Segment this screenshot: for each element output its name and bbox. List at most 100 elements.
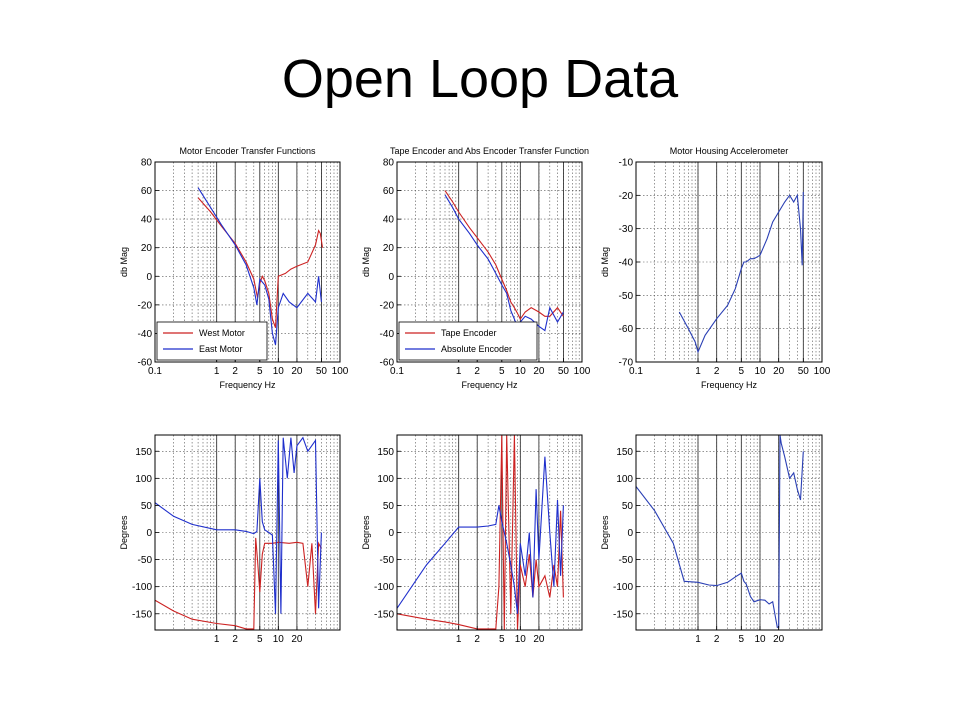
y-tick-label: 0 xyxy=(146,272,152,283)
slide-title: Open Loop Data xyxy=(281,49,679,109)
x-tick-label: 10 xyxy=(754,634,766,645)
y-tick-label: 80 xyxy=(383,158,395,169)
axes-box xyxy=(154,161,341,363)
x-tick-label: 10 xyxy=(515,634,527,645)
series-line-1 xyxy=(636,435,804,628)
x-tick-label: 1 xyxy=(695,366,701,377)
series-line-2 xyxy=(155,436,322,614)
x-axis-label: Frequency Hz xyxy=(461,380,518,390)
subplot-1: 0.1 1 2 5 10 20 50 100 80 60 40 20 0 -20 -40 -60 Motor E… xyxy=(119,146,349,390)
x-tick-label: 1 xyxy=(214,634,220,645)
plot-title: Motor Encoder Transfer Functions xyxy=(179,146,316,156)
x-tick-label: 100 xyxy=(574,366,591,377)
x-tick-label: 20 xyxy=(291,366,303,377)
y-tick-label: 150 xyxy=(135,447,152,458)
y-axis-label: db Mag xyxy=(600,247,610,277)
y-tick-label: -150 xyxy=(613,609,633,620)
series-line-1 xyxy=(678,191,804,354)
legend-label: East Motor xyxy=(199,344,243,354)
x-tick-label: 5 xyxy=(739,634,745,645)
x-tick-label: 0.1 xyxy=(629,366,643,377)
legend-box xyxy=(398,321,538,361)
x-tick-label: 0.1 xyxy=(148,366,162,377)
y-tick-label: -30 xyxy=(619,224,634,235)
y-axis-label: db Mag xyxy=(361,247,371,277)
y-tick-label: -20 xyxy=(619,191,634,202)
y-tick-label: 150 xyxy=(377,447,394,458)
x-tick-label: 100 xyxy=(814,366,831,377)
y-tick-label: -50 xyxy=(619,291,634,302)
x-tick-label: 50 xyxy=(316,366,328,377)
x-tick-label: 2 xyxy=(232,366,238,377)
axes-box xyxy=(396,161,583,363)
x-tick-label: 2 xyxy=(714,634,720,645)
y-tick-label: 40 xyxy=(383,215,395,226)
y-tick-label: -10 xyxy=(619,158,634,169)
x-tick-label: 100 xyxy=(332,366,349,377)
y-tick-label: 60 xyxy=(141,186,153,197)
y-tick-label: 100 xyxy=(616,474,633,485)
y-tick-label: 50 xyxy=(383,501,395,512)
y-tick-label: 0 xyxy=(388,272,394,283)
x-tick-label: 20 xyxy=(291,634,303,645)
subplot-5: 1 2 5 10 20 150 100 50 0 -50 -100 -150 Degrees xyxy=(361,434,583,645)
y-tick-label: -40 xyxy=(380,329,395,340)
y-tick-label: -50 xyxy=(380,555,395,566)
legend-label: Absolute Encoder xyxy=(441,344,512,354)
x-tick-label: 5 xyxy=(499,366,505,377)
x-tick-label: 2 xyxy=(474,366,480,377)
y-tick-label: -70 xyxy=(619,358,634,369)
x-axis-label: Frequency Hz xyxy=(701,380,758,390)
x-tick-label: 0.1 xyxy=(390,366,404,377)
legend-box xyxy=(156,321,268,361)
y-tick-label: -60 xyxy=(138,358,153,369)
y-tick-label: -40 xyxy=(138,329,153,340)
x-tick-label: 1 xyxy=(456,366,462,377)
x-tick-label: 2 xyxy=(232,634,238,645)
y-tick-label: -100 xyxy=(132,582,152,593)
x-tick-label: 10 xyxy=(515,366,527,377)
x-tick-label: 20 xyxy=(773,634,785,645)
y-tick-label: 20 xyxy=(383,243,395,254)
y-tick-label: -60 xyxy=(380,358,395,369)
y-tick-label: 0 xyxy=(627,528,633,539)
y-axis-label: Degrees xyxy=(361,515,371,550)
y-axis-label: db Mag xyxy=(119,247,129,277)
subplot-3: 0.1 1 2 5 10 20 50 100 -10 -20 -30 -40 -50 -60 -70 Moto… xyxy=(600,146,831,390)
series-line-2 xyxy=(444,194,564,332)
x-tick-label: 1 xyxy=(214,366,220,377)
series-line-1 xyxy=(155,537,322,630)
legend-label: Tape Encoder xyxy=(441,328,497,338)
y-tick-label: -150 xyxy=(374,609,394,620)
plot-title: Motor Housing Accelerometer xyxy=(670,146,789,156)
legend: Tape Encoder Absolute Encoder xyxy=(398,321,538,361)
y-tick-label: -50 xyxy=(138,555,153,566)
legend-label: West Motor xyxy=(199,328,245,338)
subplot-6: 1 2 5 10 20 150 100 50 0 -50 -100 -150 Degrees xyxy=(600,434,823,645)
series-line-2 xyxy=(397,456,564,614)
y-tick-label: 80 xyxy=(141,158,153,169)
y-tick-label: -60 xyxy=(619,324,634,335)
y-tick-label: 150 xyxy=(616,447,633,458)
series-line-1 xyxy=(197,197,324,328)
y-tick-label: -20 xyxy=(380,300,395,311)
subplot-4: 1 2 5 10 20 150 100 50 0 -50 -100 -150 Degrees xyxy=(119,434,341,645)
x-tick-label: 2 xyxy=(474,634,480,645)
x-tick-label: 5 xyxy=(257,634,263,645)
x-tick-label: 5 xyxy=(739,366,745,377)
series-line-2 xyxy=(197,187,322,346)
y-axis-label: Degrees xyxy=(119,515,129,550)
x-tick-label: 20 xyxy=(533,366,545,377)
x-tick-label: 5 xyxy=(499,634,505,645)
y-tick-label: -20 xyxy=(138,300,153,311)
y-tick-label: 0 xyxy=(388,528,394,539)
x-tick-label: 50 xyxy=(798,366,810,377)
x-tick-label: 2 xyxy=(714,366,720,377)
y-tick-label: 50 xyxy=(141,501,153,512)
y-tick-label: 0 xyxy=(146,528,152,539)
series-line-1 xyxy=(397,435,564,630)
x-tick-label: 1 xyxy=(695,634,701,645)
plot-title: Tape Encoder and Abs Encoder Transfer Fu… xyxy=(390,146,589,156)
y-tick-label: 40 xyxy=(141,215,153,226)
